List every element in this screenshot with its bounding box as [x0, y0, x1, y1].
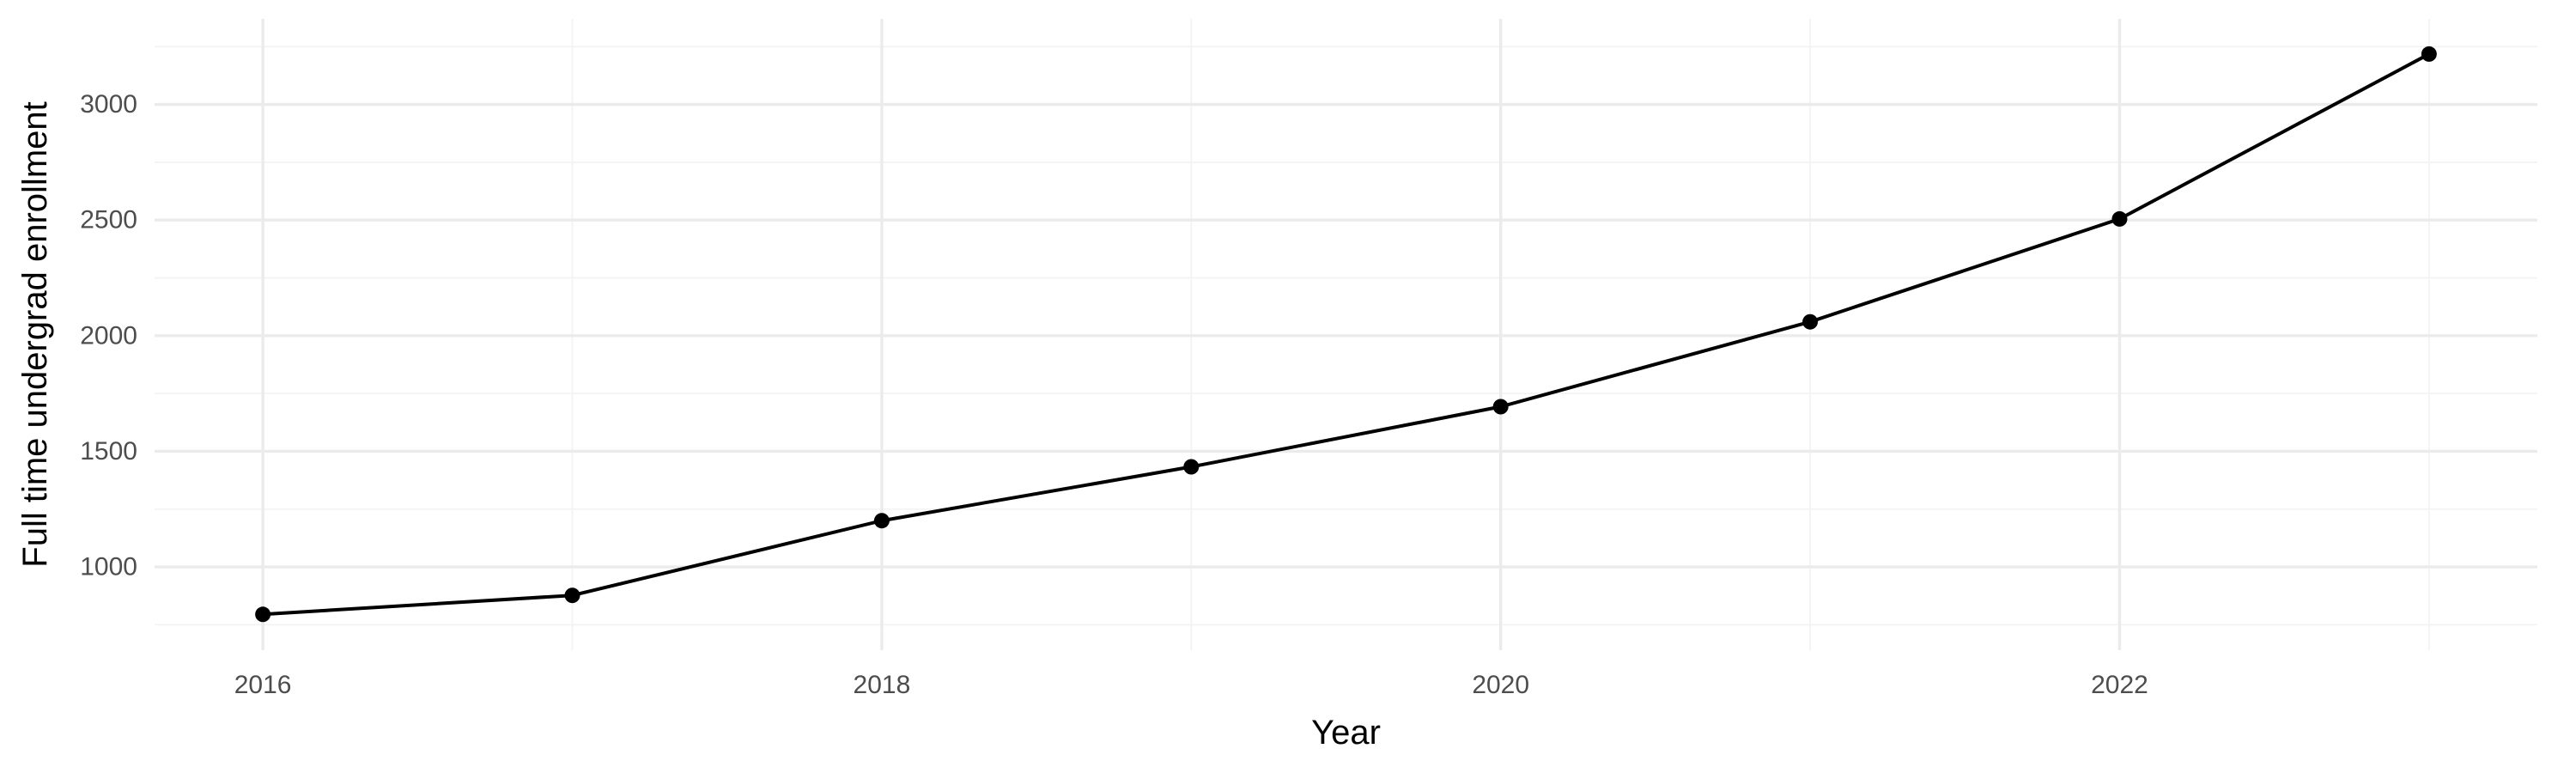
data-point — [1183, 459, 1200, 475]
data-point — [1802, 313, 1819, 330]
data-point — [2421, 46, 2437, 62]
major-gridlines — [155, 19, 2537, 650]
x-tick-label: 2020 — [1472, 671, 1529, 699]
y-tick-label: 1000 — [80, 553, 137, 581]
x-axis-tick-labels: 2016 2018 2020 2022 — [234, 671, 2148, 699]
y-tick-label: 2500 — [80, 206, 137, 234]
x-axis-title: Year — [1311, 714, 1381, 752]
y-axis-title: Full time undergrad enrollment — [16, 101, 54, 567]
y-axis-tick-labels: 1000 1500 2000 2500 3000 — [80, 90, 137, 581]
data-point — [2111, 210, 2128, 227]
x-tick-label: 2016 — [234, 671, 292, 699]
x-tick-label: 2018 — [854, 671, 911, 699]
series-line — [261, 52, 2431, 617]
minor-gridlines — [155, 19, 2537, 650]
y-tick-label: 2000 — [80, 321, 137, 350]
y-tick-label: 3000 — [80, 90, 137, 119]
series-layer — [255, 46, 2437, 623]
data-point — [873, 513, 890, 529]
data-point — [1492, 399, 1509, 415]
data-point — [255, 606, 271, 623]
data-point — [564, 587, 580, 604]
y-tick-label: 1500 — [80, 437, 137, 466]
x-tick-label: 2022 — [2091, 671, 2148, 699]
